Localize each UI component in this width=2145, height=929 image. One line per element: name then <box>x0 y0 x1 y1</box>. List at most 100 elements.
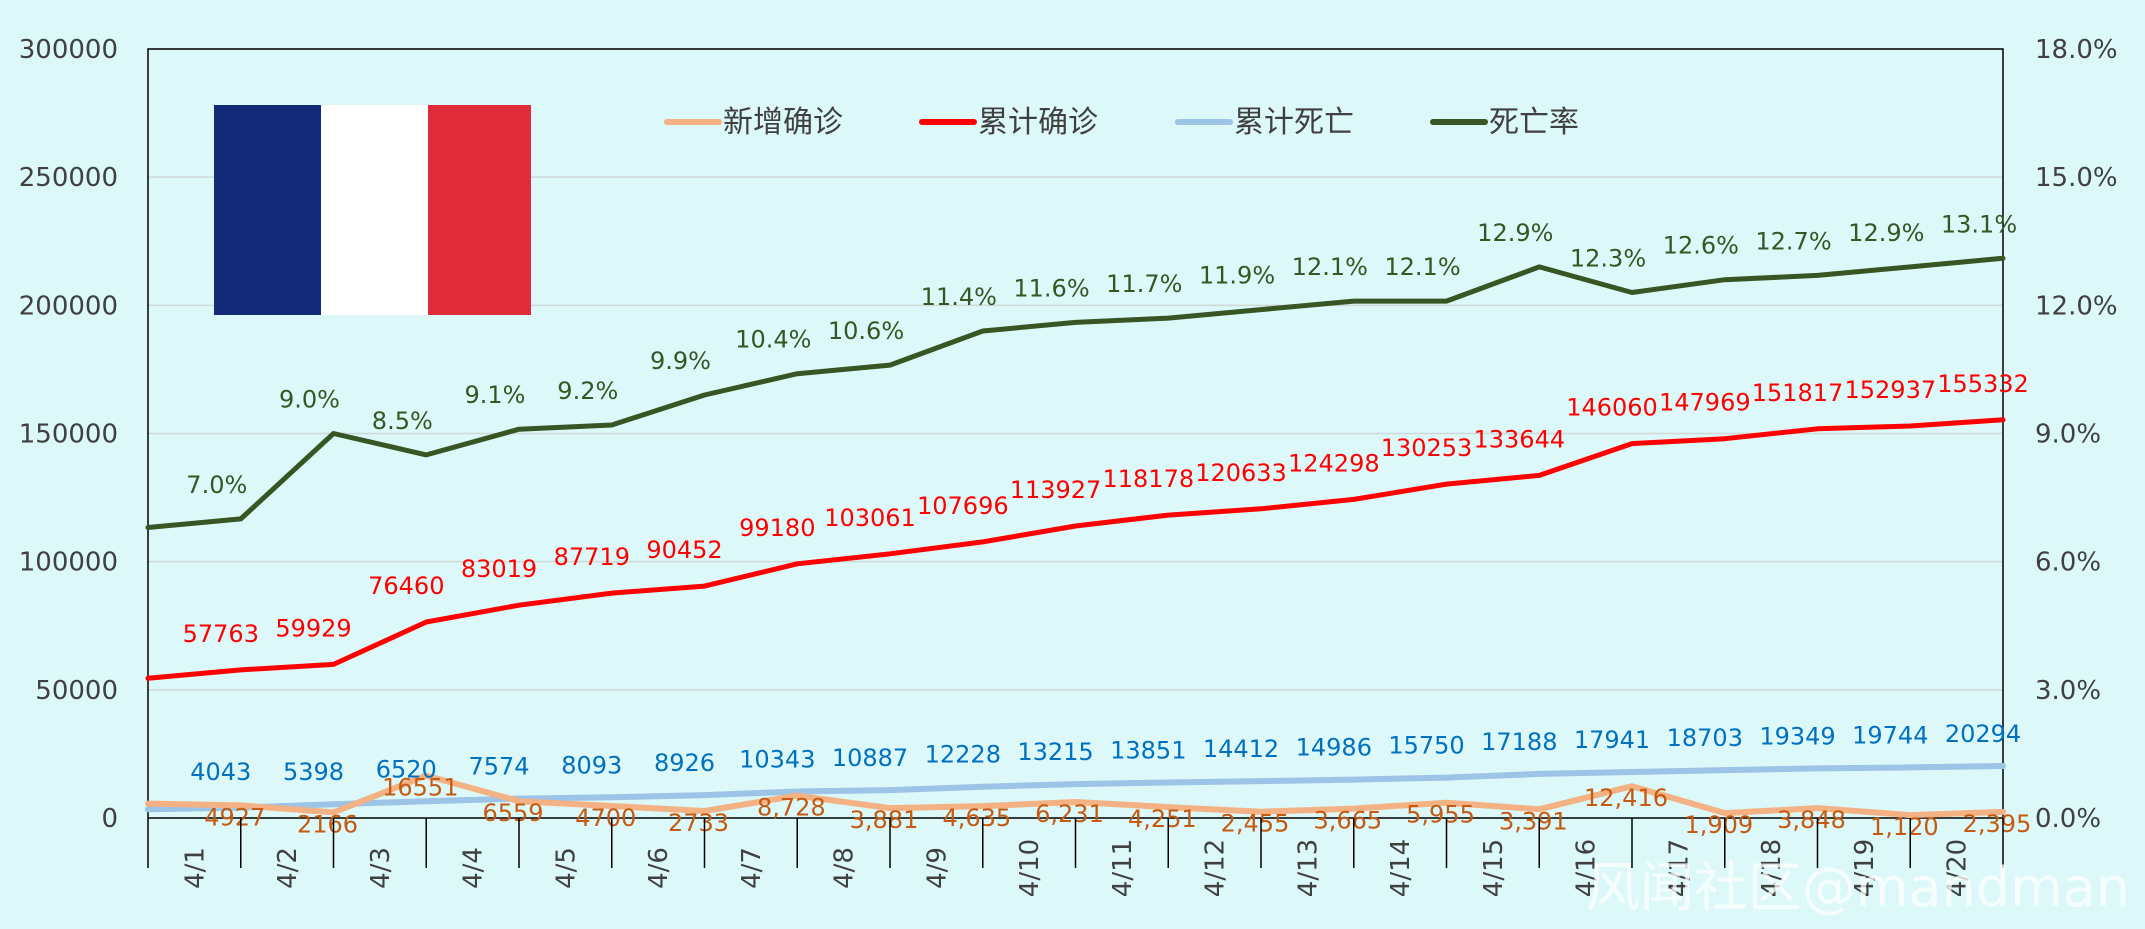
data-label-new-cases: 4700 <box>575 804 636 832</box>
data-label-cumulative-deaths: 8926 <box>654 749 715 777</box>
data-label-cumulative-deaths: 4043 <box>190 758 251 786</box>
data-label-new-cases: 3,881 <box>850 806 919 834</box>
left-axis-tick-label: 0 <box>101 804 118 834</box>
data-label-new-cases: 6559 <box>482 799 543 827</box>
data-label-death-rate: 9.9% <box>650 347 711 375</box>
x-axis-tick-label: 4/20 <box>1943 839 1973 897</box>
legend-item: 新增确诊 <box>664 105 843 140</box>
data-label-cumulative-cases: 155332 <box>1937 370 2029 398</box>
data-label-new-cases: 8,728 <box>757 794 826 822</box>
data-label-cumulative-deaths: 10343 <box>739 746 815 774</box>
data-label-new-cases: 4,251 <box>1128 805 1197 833</box>
data-label-death-rate: 10.6% <box>828 317 904 345</box>
x-axis-tick-label: 4/5 <box>551 847 581 889</box>
data-label-new-cases: 1,909 <box>1684 811 1753 839</box>
data-label-cumulative-cases: 147969 <box>1659 389 1751 417</box>
data-label-death-rate: 13.1% <box>1941 210 2017 238</box>
right-axis-tick-label: 0.0% <box>2035 804 2101 834</box>
data-label-death-rate: 7.0% <box>186 471 247 499</box>
data-label-cumulative-cases: 118178 <box>1102 465 1194 493</box>
data-label-cumulative-cases: 113927 <box>1010 476 1102 504</box>
legend-label: 死亡率 <box>1489 105 1579 140</box>
legend-item: 累计死亡 <box>1175 105 1354 140</box>
legend-label: 累计死亡 <box>1234 105 1354 140</box>
left-axis-tick-label: 150000 <box>19 420 118 450</box>
x-axis-tick-label: 4/16 <box>1572 839 1602 897</box>
data-label-cumulative-deaths: 13851 <box>1110 737 1186 765</box>
data-label-death-rate: 11.4% <box>921 283 997 311</box>
left-axis-tick-label: 100000 <box>19 548 118 578</box>
france-flag-image <box>214 105 531 315</box>
x-axis-tick-label: 4/9 <box>922 847 952 889</box>
data-label-new-cases: 4927 <box>204 803 265 831</box>
data-label-death-rate: 9.2% <box>557 377 618 405</box>
data-label-cumulative-cases: 107696 <box>917 492 1009 520</box>
data-label-death-rate: 11.7% <box>1106 270 1182 298</box>
data-label-death-rate: 10.4% <box>735 326 811 354</box>
x-axis-tick-label: 4/7 <box>737 847 767 889</box>
data-label-new-cases: 2733 <box>668 809 729 837</box>
x-axis-tick-label: 4/4 <box>459 847 489 889</box>
data-label-cumulative-deaths: 6520 <box>376 755 437 783</box>
data-label-cumulative-cases: 90452 <box>646 536 722 564</box>
data-label-cumulative-deaths: 7574 <box>468 753 529 781</box>
data-label-death-rate: 12.7% <box>1755 227 1831 255</box>
data-label-new-cases: 16551 <box>382 774 458 802</box>
right-axis-tick-label: 9.0% <box>2035 420 2101 450</box>
x-axis-tick-label: 4/10 <box>1015 839 1045 897</box>
data-label-cumulative-cases: 152937 <box>1844 376 1936 404</box>
data-label-cumulative-cases: 146060 <box>1566 394 1658 422</box>
x-axis-tick-label: 4/8 <box>830 847 860 889</box>
right-axis-tick-label: 12.0% <box>2035 291 2118 321</box>
series-layer <box>145 255 2006 819</box>
data-label-cumulative-deaths: 19349 <box>1759 722 1835 750</box>
data-label-death-rate: 12.9% <box>1477 219 1553 247</box>
data-label-new-cases: 6,231 <box>1035 800 1104 828</box>
right-axis-tick-label: 15.0% <box>2035 163 2118 193</box>
data-label-new-cases: 3,848 <box>1777 806 1846 834</box>
data-label-cumulative-cases: 124298 <box>1288 449 1380 477</box>
left-axis-tick-label: 50000 <box>35 676 118 706</box>
data-label-cumulative-deaths: 10887 <box>832 744 908 772</box>
x-axis-tick-label: 4/18 <box>1757 839 1787 897</box>
series-line-new-cases <box>145 772 2006 819</box>
data-label-death-rate: 12.1% <box>1384 253 1460 281</box>
legend-label: 累计确诊 <box>978 105 1098 140</box>
data-label-cumulative-cases: 59929 <box>275 614 351 642</box>
left-axis-tick-label: 300000 <box>19 35 118 65</box>
legend-item: 死亡率 <box>1430 105 1579 140</box>
data-label-cumulative-deaths: 14412 <box>1203 735 1279 763</box>
data-label-death-rate: 12.3% <box>1570 245 1646 273</box>
x-axis-tick-label: 4/17 <box>1664 839 1694 897</box>
data-label-cumulative-cases: 151817 <box>1752 379 1844 407</box>
data-label-new-cases: 4,635 <box>942 804 1011 832</box>
data-label-cumulative-cases: 87719 <box>554 543 630 571</box>
right-axis-tick-label: 6.0% <box>2035 548 2101 578</box>
data-label-cumulative-deaths: 12228 <box>925 741 1001 769</box>
watermark-text: 风闻社区@mandman <box>1586 856 2130 919</box>
x-axis-tick-label: 4/13 <box>1293 839 1323 897</box>
x-axis-tick-label: 4/19 <box>1850 839 1880 897</box>
x-axis-tick-label: 4/1 <box>180 847 210 889</box>
data-label-cumulative-cases: 99180 <box>739 514 815 542</box>
data-labels: 4927 2166 16551 6559 4700 2733 8,728 3,881 4,635… <box>183 210 2032 841</box>
data-label-cumulative-deaths: 17188 <box>1481 728 1557 756</box>
series-line-cumulative-cases <box>145 417 2006 681</box>
left-axis-tick-label: 250000 <box>19 163 118 193</box>
data-label-new-cases: 1,120 <box>1870 813 1939 841</box>
data-label-death-rate: 11.6% <box>1013 274 1089 302</box>
data-label-death-rate: 9.0% <box>279 386 340 414</box>
right-axis-tick-label: 18.0% <box>2035 35 2118 65</box>
x-axis-tick-label: 4/14 <box>1386 839 1416 897</box>
x-axis-tick-label: 4/6 <box>644 847 674 889</box>
data-label-death-rate: 8.5% <box>372 407 433 435</box>
flag-red-stripe <box>428 105 531 315</box>
data-label-cumulative-cases: 76460 <box>368 572 444 600</box>
data-label-cumulative-deaths: 19744 <box>1852 721 1928 749</box>
data-label-cumulative-deaths: 18703 <box>1667 724 1743 752</box>
legend: 新增确诊 累计确诊 累计死亡 死亡率 <box>664 105 1579 140</box>
data-label-cumulative-cases: 130253 <box>1381 434 1473 462</box>
data-label-new-cases: 2,455 <box>1221 810 1290 838</box>
